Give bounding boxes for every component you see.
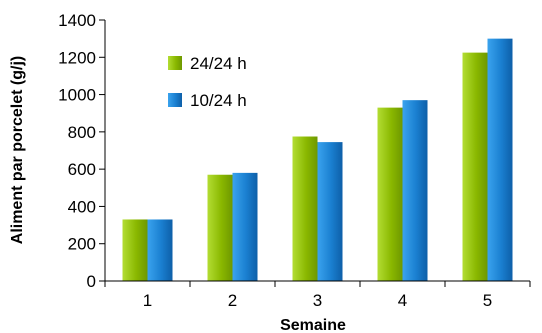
- y-axis-title: Aliment par porcelet (g/j): [9, 56, 26, 244]
- y-tick-label: 800: [68, 123, 96, 142]
- x-axis-ticks: 1 2 3 4 5: [104, 281, 531, 310]
- bar-series-1-category-5: [462, 52, 488, 281]
- y-axis-ticks: 0 200 400 600 800 1000 1200 1400: [58, 11, 105, 291]
- x-tick-label: 3: [313, 291, 322, 310]
- y-tick-label: 600: [68, 160, 96, 179]
- bar-series-2-category-3: [317, 142, 343, 281]
- bar-series-1-category-4: [377, 107, 403, 281]
- legend-swatch-series-1: [168, 56, 182, 70]
- bar-series-2-category-5: [487, 38, 513, 282]
- legend: 24/24 h 10/24 h: [168, 54, 247, 110]
- x-tick-label: 5: [483, 291, 492, 310]
- x-tick-label: 1: [143, 291, 152, 310]
- bar-series-1-category-3: [292, 136, 318, 281]
- legend-label-series-1: 24/24 h: [190, 54, 247, 73]
- y-tick-label: 1000: [58, 86, 96, 105]
- bar-series-2-category-4: [402, 100, 428, 282]
- y-tick-label: 1200: [58, 48, 96, 67]
- y-tick-label: 0: [87, 272, 96, 291]
- y-tick-label: 1400: [58, 11, 96, 30]
- bar-series-2-category-1: [147, 219, 173, 281]
- x-tick-label: 2: [228, 291, 237, 310]
- x-axis-title: Semaine: [280, 317, 346, 333]
- bar-series-1-category-2: [207, 174, 233, 281]
- bar-series-2-category-2: [232, 172, 258, 281]
- y-tick-label: 200: [68, 235, 96, 254]
- legend-label-series-2: 10/24 h: [190, 91, 247, 110]
- y-tick-label: 400: [68, 197, 96, 216]
- bar-series-1-category-1: [122, 219, 148, 281]
- bars-group: [122, 38, 513, 282]
- legend-swatch-series-2: [168, 93, 182, 107]
- x-tick-label: 4: [398, 291, 407, 310]
